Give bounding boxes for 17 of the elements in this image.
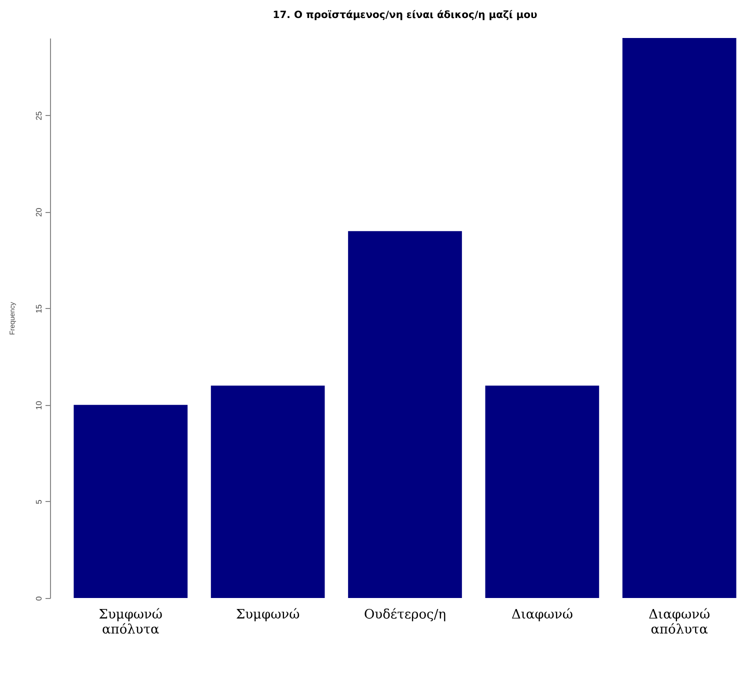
bar [74,404,188,598]
y-tick-label: 20 [34,207,44,217]
chart-title: 17. Ο προϊστάμενος/νη είναι άδικος/η μαζί μου [272,10,538,21]
x-tick-label: Ουδέτερος/η [364,608,446,622]
bar [622,38,736,598]
bar [485,386,600,598]
y-tick-label: 0 [34,596,44,601]
bar [348,231,462,598]
x-tick-label: Διαφωνώ απόλυτα [648,608,710,638]
y-tick-label: 15 [34,304,44,314]
y-tick-label: 25 [34,110,44,120]
x-tick-label: Συμφωνώ απόλυτα [98,608,163,638]
x-tick-label: Διαφωνώ [511,608,573,622]
y-tick-label: 10 [34,400,44,410]
x-tick-label: Συμφωνώ [236,608,300,622]
bar [210,386,325,598]
y-tick-label: 5 [34,499,44,504]
